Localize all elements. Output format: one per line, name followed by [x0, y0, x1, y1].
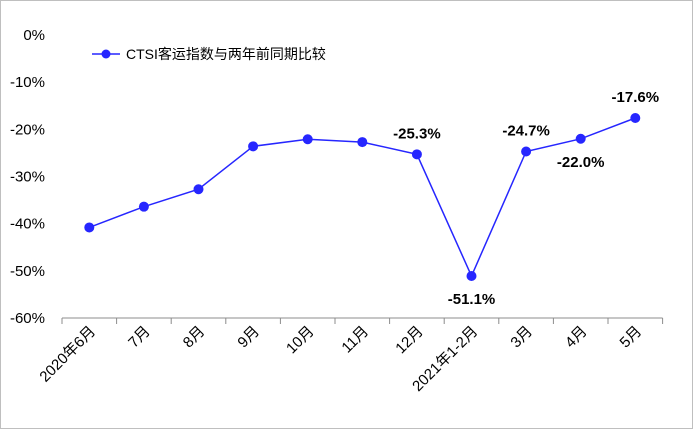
data-point — [357, 137, 368, 148]
x-tick-label: 4月 — [562, 323, 591, 352]
y-tick-label: 0% — [23, 27, 45, 44]
data-point — [84, 222, 95, 233]
data-point — [630, 113, 641, 124]
data-point — [575, 133, 586, 144]
data-label: -51.1% — [448, 291, 496, 308]
data-point — [302, 134, 313, 145]
y-tick-label: -60% — [10, 310, 45, 327]
data-point — [248, 141, 259, 152]
x-tick-label: 2020年6月 — [36, 323, 99, 386]
x-tick-label: 9月 — [234, 323, 263, 352]
data-label: -22.0% — [557, 154, 605, 171]
y-tick-label: -30% — [10, 169, 45, 186]
data-label: -17.6% — [612, 89, 660, 106]
x-tick-label: 10月 — [283, 323, 317, 357]
legend-marker-icon — [101, 49, 111, 59]
y-tick-label: -20% — [10, 121, 45, 138]
data-points — [84, 113, 641, 282]
data-label: -24.7% — [502, 123, 550, 140]
x-tick-label: 8月 — [180, 323, 209, 352]
x-tick-label: 3月 — [507, 323, 536, 352]
x-tick-label: 5月 — [617, 323, 646, 352]
data-label: -25.3% — [393, 125, 441, 142]
y-tick-label: -10% — [10, 74, 45, 91]
y-tick-label: -40% — [10, 216, 45, 233]
x-tick-label: 12月 — [392, 323, 426, 357]
y-tick-label: -50% — [10, 263, 45, 280]
data-point — [193, 184, 204, 195]
data-point — [138, 201, 149, 212]
legend-label: CTSI客运指数与两年前同期比较 — [126, 46, 326, 62]
data-point — [466, 271, 477, 282]
data-labels: -25.3% -51.1% -24.7% -22.0% -17.6% — [393, 89, 659, 308]
x-tick-label: 7月 — [125, 323, 154, 352]
legend: CTSI客运指数与两年前同期比较 — [92, 46, 326, 62]
y-axis-labels: 0% -10% -20% -30% -40% -50% -60% — [10, 27, 45, 327]
data-point — [411, 149, 422, 160]
x-tick-label: 11月 — [338, 323, 372, 357]
data-point — [521, 146, 532, 157]
